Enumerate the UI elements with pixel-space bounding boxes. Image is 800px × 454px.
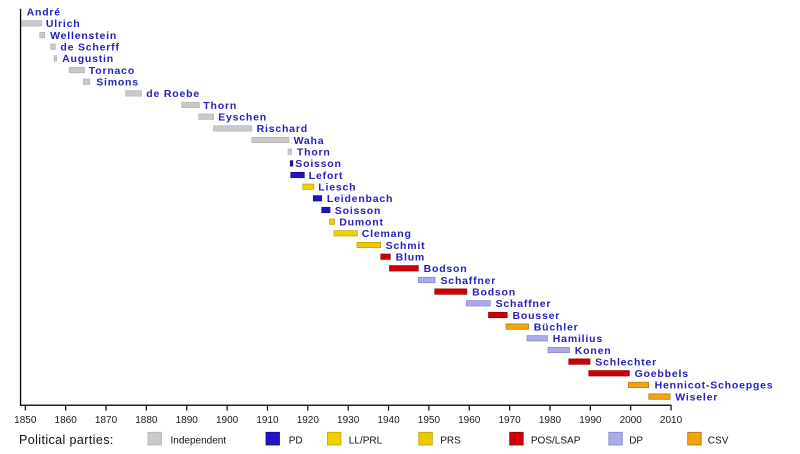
svg-text:Schaffner: Schaffner <box>496 298 552 310</box>
svg-text:Hamilius: Hamilius <box>553 333 603 345</box>
svg-text:Bodson: Bodson <box>472 286 516 298</box>
svg-text:1880: 1880 <box>135 415 158 426</box>
svg-text:André: André <box>27 7 61 19</box>
svg-text:Goebbels: Goebbels <box>635 368 689 380</box>
svg-text:Simons: Simons <box>96 77 139 89</box>
svg-text:Soisson: Soisson <box>335 205 381 217</box>
svg-text:1910: 1910 <box>256 415 279 426</box>
svg-text:Dumont: Dumont <box>339 217 383 229</box>
svg-text:Political parties:: Political parties: <box>19 433 114 447</box>
svg-text:Wellenstein: Wellenstein <box>50 30 117 42</box>
svg-text:Clemang: Clemang <box>362 228 412 240</box>
svg-text:1970: 1970 <box>498 415 521 426</box>
svg-text:Waha: Waha <box>294 135 325 147</box>
svg-text:de Roebe: de Roebe <box>146 88 200 100</box>
svg-text:Bodson: Bodson <box>424 263 468 275</box>
svg-text:Eyschen: Eyschen <box>218 112 267 124</box>
svg-text:Wiseler: Wiseler <box>675 391 718 403</box>
svg-text:1990: 1990 <box>579 415 602 426</box>
svg-text:2010: 2010 <box>660 415 683 426</box>
svg-text:PD: PD <box>289 436 303 447</box>
svg-text:Independent: Independent <box>171 436 227 447</box>
svg-text:Schlechter: Schlechter <box>595 356 657 368</box>
svg-text:1940: 1940 <box>377 415 400 426</box>
svg-text:Blum: Blum <box>396 252 425 264</box>
svg-text:CSV: CSV <box>708 436 729 447</box>
svg-text:2000: 2000 <box>620 415 643 426</box>
svg-text:1980: 1980 <box>539 415 562 426</box>
svg-text:Thorn: Thorn <box>297 147 331 159</box>
svg-text:de Scherff: de Scherff <box>60 42 119 54</box>
svg-text:Leidenbach: Leidenbach <box>327 193 393 205</box>
svg-text:Tornaco: Tornaco <box>89 65 135 77</box>
svg-text:1960: 1960 <box>458 415 481 426</box>
svg-text:POS/LSAP: POS/LSAP <box>531 436 581 447</box>
svg-text:Büchler: Büchler <box>534 321 579 333</box>
svg-text:Konen: Konen <box>575 345 612 357</box>
svg-text:1920: 1920 <box>297 415 320 426</box>
svg-text:Lefort: Lefort <box>309 170 344 182</box>
svg-text:Schmit: Schmit <box>386 240 426 252</box>
svg-text:1950: 1950 <box>418 415 441 426</box>
svg-text:1850: 1850 <box>14 415 37 426</box>
svg-text:Liesch: Liesch <box>318 182 356 194</box>
svg-text:1890: 1890 <box>176 415 199 426</box>
svg-text:LL/PRL: LL/PRL <box>349 436 383 447</box>
svg-text:PRS: PRS <box>440 436 461 447</box>
svg-text:1860: 1860 <box>55 415 78 426</box>
svg-text:Hennicot-Schoepges: Hennicot-Schoepges <box>655 380 774 392</box>
svg-text:1870: 1870 <box>95 415 118 426</box>
svg-text:1930: 1930 <box>337 415 360 426</box>
svg-text:Augustin: Augustin <box>62 53 114 65</box>
svg-text:Schaffner: Schaffner <box>441 275 497 287</box>
svg-text:Rischard: Rischard <box>257 123 308 135</box>
svg-text:Soisson: Soisson <box>295 158 341 170</box>
svg-text:DP: DP <box>629 436 643 447</box>
svg-text:Thorn: Thorn <box>203 100 237 112</box>
svg-text:Ulrich: Ulrich <box>46 18 81 30</box>
svg-text:1900: 1900 <box>216 415 239 426</box>
svg-text:Bousser: Bousser <box>513 310 561 322</box>
